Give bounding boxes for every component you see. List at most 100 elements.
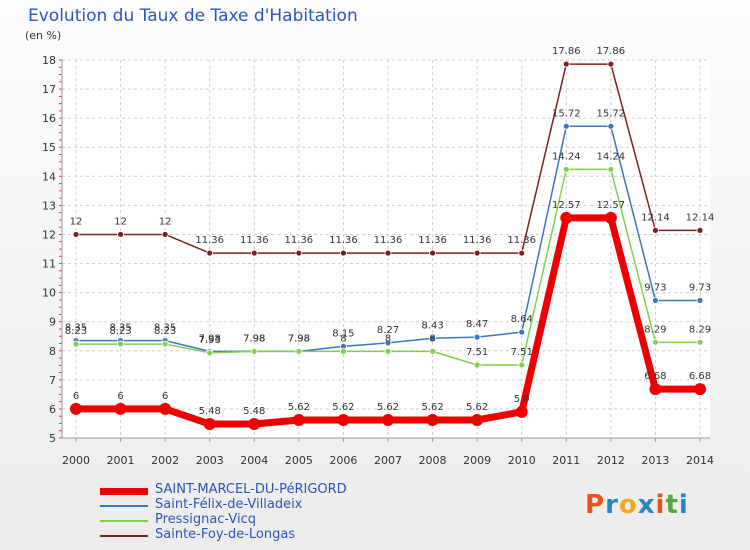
data-label-saint-marcel-du-perigord: 6 <box>117 391 123 402</box>
data-label-saint-marcel-du-perigord: 6.68 <box>689 371 711 382</box>
x-tick-label: 2011 <box>552 454 580 467</box>
data-label-sainte-foy-de-longas: 12 <box>114 216 127 227</box>
data-label-saint-felix-de-villadeix: 8.35 <box>65 323 87 334</box>
data-point-sainte-foy-de-longas <box>607 60 615 68</box>
data-label-saint-marcel-du-perigord: 5.62 <box>466 402 488 413</box>
data-point-pressignac-vicq <box>652 338 659 346</box>
data-point-sainte-foy-de-longas <box>340 249 347 257</box>
data-label-saint-felix-de-villadeix: 15.72 <box>597 108 626 119</box>
y-tick-label: 11 <box>42 258 56 271</box>
data-label-sainte-foy-de-longas: 12.14 <box>686 212 715 223</box>
x-tick-label: 2009 <box>463 454 491 467</box>
plot-area <box>62 60 710 438</box>
data-label-saint-marcel-du-perigord: 6 <box>73 391 79 402</box>
legend-label: SAINT-MARCEL-DU-PéRIGORD <box>155 482 347 497</box>
y-tick-label: 17 <box>42 83 56 96</box>
data-point-pressignac-vicq <box>161 340 169 348</box>
data-label-saint-felix-de-villadeix: 8.64 <box>511 314 533 325</box>
proxiti-logo: Proxiti <box>585 490 689 520</box>
y-tick-label: 12 <box>42 228 56 241</box>
data-point-saint-felix-de-villadeix <box>652 297 659 304</box>
data-point-pressignac-vicq <box>518 361 526 369</box>
x-tick-label: 2003 <box>196 454 224 467</box>
data-point-sainte-foy-de-longas <box>652 226 659 234</box>
x-tick-label: 2014 <box>686 454 714 467</box>
y-tick-label: 6 <box>49 403 56 416</box>
data-label-pressignac-vicq: 7.98 <box>288 333 310 344</box>
data-label-sainte-foy-de-longas: 11.36 <box>374 235 403 246</box>
data-label-saint-marcel-du-perigord: 5.62 <box>288 402 310 413</box>
data-label-pressignac-vicq: 8 <box>340 333 346 344</box>
data-label-sainte-foy-de-longas: 11.36 <box>195 235 224 246</box>
data-point-pressignac-vicq <box>206 349 214 357</box>
data-point-pressignac-vicq <box>429 347 436 355</box>
data-label-saint-felix-de-villadeix: 7.98 <box>288 333 310 344</box>
logo-letter: x <box>637 490 656 520</box>
x-tick-label: 2001 <box>107 454 135 467</box>
data-label-pressignac-vicq: 14.24 <box>552 151 581 162</box>
data-point-pressignac-vicq <box>473 361 481 369</box>
data-label-pressignac-vicq: 7.51 <box>511 347 533 358</box>
data-point-sainte-foy-de-longas <box>117 231 124 238</box>
data-label-pressignac-vicq: 8.23 <box>65 326 87 337</box>
data-point-saint-felix-de-villadeix <box>696 297 704 304</box>
logo-letter: i <box>655 490 666 520</box>
data-label-pressignac-vicq: 7.98 <box>243 333 265 344</box>
data-point-saint-marcel-du-perigord <box>114 402 127 415</box>
x-tick-label: 2004 <box>240 454 268 467</box>
data-point-pressignac-vicq <box>562 165 570 173</box>
data-point-saint-marcel-du-perigord <box>159 402 172 415</box>
data-label-sainte-foy-de-longas: 12 <box>70 216 83 227</box>
data-point-saint-felix-de-villadeix <box>518 328 526 336</box>
data-point-sainte-foy-de-longas <box>161 231 169 238</box>
data-point-saint-marcel-du-perigord <box>292 413 305 426</box>
x-tick-label: 2002 <box>151 454 179 467</box>
legend-label: Pressignac-Vicq <box>155 512 256 527</box>
data-label-sainte-foy-de-longas: 11.36 <box>418 235 447 246</box>
data-label-pressignac-vicq: 8.23 <box>154 326 176 337</box>
x-tick-label: 2000 <box>62 454 90 467</box>
unit-label: (en %) <box>25 29 62 42</box>
data-point-pressignac-vicq <box>295 347 303 355</box>
data-label-saint-felix-de-villadeix: 9.73 <box>644 282 666 293</box>
logo-letter: o <box>618 490 638 520</box>
data-point-saint-marcel-du-perigord <box>337 413 350 426</box>
data-point-pressignac-vicq <box>250 347 258 355</box>
data-label-pressignac-vicq: 14.24 <box>597 151 626 162</box>
data-point-saint-felix-de-villadeix <box>562 122 570 130</box>
data-label-saint-felix-de-villadeix: 8.43 <box>421 320 443 331</box>
data-point-saint-marcel-du-perigord <box>426 413 439 426</box>
y-tick-label: 5 <box>49 432 56 445</box>
data-point-saint-marcel-du-perigord <box>604 211 617 224</box>
x-tick-label: 2005 <box>285 454 313 467</box>
data-point-pressignac-vicq <box>696 338 704 346</box>
y-tick-label: 9 <box>49 316 56 329</box>
data-label-saint-marcel-du-perigord: 6.68 <box>644 371 666 382</box>
data-label-pressignac-vicq: 7.93 <box>199 335 221 346</box>
y-tick-label: 13 <box>42 199 56 212</box>
logo-letter: P <box>585 490 606 520</box>
x-tick-label: 2013 <box>641 454 669 467</box>
data-label-saint-felix-de-villadeix: 7.98 <box>199 333 221 344</box>
data-point-pressignac-vicq <box>340 347 347 355</box>
logo-letter: t <box>665 490 679 520</box>
data-label-sainte-foy-de-longas: 11.36 <box>507 235 536 246</box>
data-point-sainte-foy-de-longas <box>562 60 570 68</box>
y-tick-label: 7 <box>49 374 56 387</box>
data-label-saint-felix-de-villadeix: 8.15 <box>332 328 354 339</box>
data-label-pressignac-vicq: 7.51 <box>466 347 488 358</box>
data-label-saint-marcel-du-perigord: 6 <box>162 391 168 402</box>
data-label-sainte-foy-de-longas: 17.86 <box>552 46 581 57</box>
data-label-saint-marcel-du-perigord: 12.57 <box>597 200 626 211</box>
y-tick-label: 8 <box>49 345 56 358</box>
data-label-sainte-foy-de-longas: 12.14 <box>641 212 670 223</box>
y-tick-label: 15 <box>42 141 56 154</box>
legend-swatch <box>100 487 148 495</box>
y-tick-label: 18 <box>42 54 56 67</box>
data-label-saint-marcel-du-perigord: 5.9 <box>514 394 530 405</box>
data-point-saint-marcel-du-perigord <box>471 413 484 426</box>
data-point-sainte-foy-de-longas <box>473 249 481 257</box>
legend-label: Saint-Félix-de-Villadeix <box>155 497 303 512</box>
data-label-saint-marcel-du-perigord: 5.48 <box>199 406 221 417</box>
